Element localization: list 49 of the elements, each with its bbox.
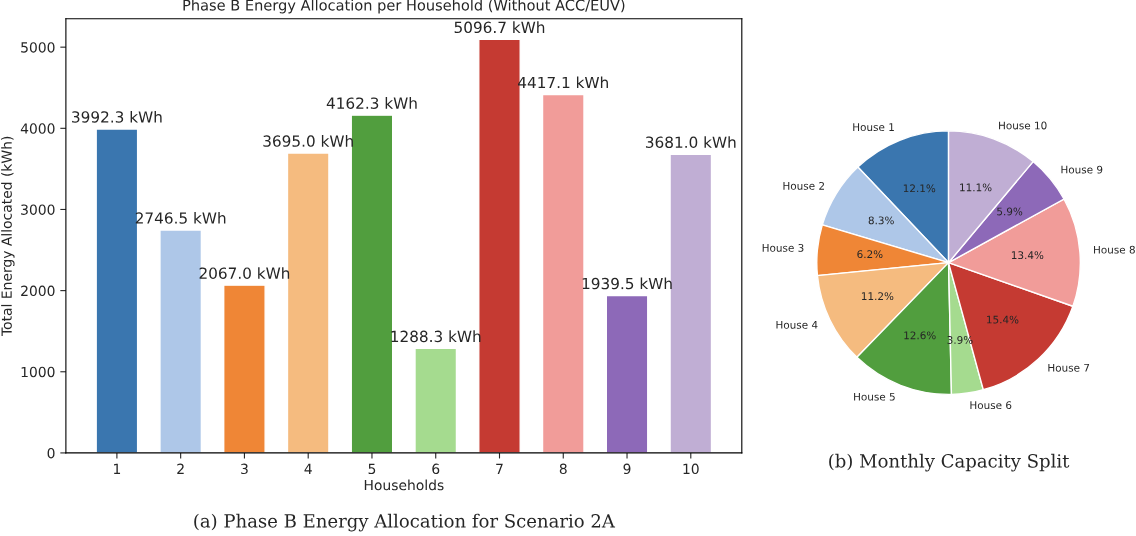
- data-label: 5.9%: [997, 207, 1023, 216]
- data-label: 12.1%: [903, 184, 936, 193]
- x-tick-label: 6: [432, 463, 440, 475]
- data-label: 3681.0 kWh: [645, 136, 736, 148]
- data-label: 15.4%: [987, 315, 1019, 324]
- slice-label: House 10: [999, 121, 1047, 130]
- y-tick-label: 1000: [21, 366, 55, 378]
- y-tick-label: 4000: [20, 123, 55, 134]
- data-label: 13.4%: [1011, 251, 1044, 260]
- data-label: 6.2%: [857, 250, 883, 259]
- data-label: 3992.3 kWh: [72, 110, 162, 123]
- x-tick-label: 5: [368, 463, 376, 475]
- data-label: 2067.0 kWh: [199, 267, 290, 279]
- data-label: 5096.7 kWh: [454, 21, 545, 34]
- bar: [414, 347, 458, 453]
- y-tick-label: 5000: [21, 42, 55, 53]
- slice-label: House 5: [854, 392, 895, 401]
- data-label: 4162.3 kWh: [326, 97, 417, 109]
- text: (a) Phase B Energy Allocation for Scenario 2A: [194, 513, 616, 532]
- x-tick-label: 8: [559, 463, 567, 475]
- y-tick-label: 2000: [21, 285, 55, 297]
- slice-label: House 8: [1094, 245, 1135, 254]
- y-axis-title: Total Energy Allocated (kWh): [1, 136, 15, 337]
- chart-title: Phase B Energy Allocation per Household (Without ACC/EUV): [183, 0, 625, 14]
- bar: [605, 294, 649, 453]
- x-tick-label: 2: [177, 463, 184, 474]
- x-tick-label: 4: [304, 463, 312, 474]
- slice-label: House 7: [1048, 363, 1090, 372]
- data-label: 11.2%: [861, 292, 894, 301]
- slice-label: House 9: [1061, 165, 1103, 174]
- data-label: 1939.5 kWh: [582, 277, 672, 290]
- text: (b) Monthly Capacity Split: [829, 453, 1070, 472]
- x-tick-label: 7: [496, 463, 503, 474]
- slice-label: House 3: [762, 243, 804, 252]
- x-axis-title: Households: [364, 479, 444, 491]
- y-tick-label: 0: [47, 447, 55, 459]
- data-label: 8.3%: [868, 216, 894, 225]
- data-label: 11.1%: [960, 183, 992, 192]
- x-tick-label: 3: [241, 463, 248, 475]
- bar: [223, 284, 266, 453]
- slice-label: House 4: [776, 321, 818, 329]
- slice-label: House 2: [783, 181, 824, 190]
- slice-label: House 6: [970, 401, 1012, 410]
- x-tick-label: 9: [623, 463, 631, 475]
- y-tick-label: 3000: [21, 204, 55, 215]
- x-tick-label: 10: [683, 463, 699, 475]
- x-tick-label: 1: [114, 463, 121, 474]
- slice-label: House 1: [853, 123, 894, 132]
- data-label: 12.6%: [904, 331, 936, 340]
